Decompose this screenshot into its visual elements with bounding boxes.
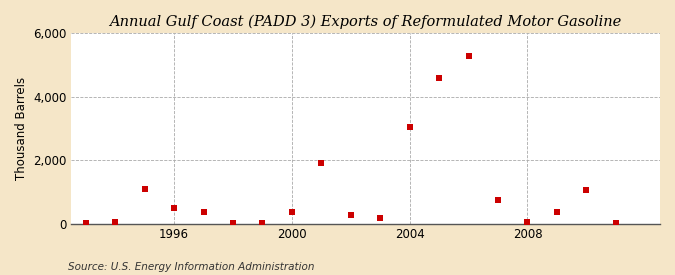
Title: Annual Gulf Coast (PADD 3) Exports of Reformulated Motor Gasoline: Annual Gulf Coast (PADD 3) Exports of Re… [109,15,622,29]
Point [80,221,91,226]
Point [610,221,621,226]
Point [139,186,150,191]
Point [110,220,121,224]
Point [522,220,533,224]
Point [286,210,297,215]
Point [375,216,385,220]
Point [198,210,209,215]
Point [346,213,356,217]
Point [493,198,504,202]
Point [227,221,238,225]
Point [404,125,415,129]
Y-axis label: Thousand Barrels: Thousand Barrels [15,77,28,180]
Point [257,221,268,225]
Point [581,188,592,192]
Point [316,161,327,166]
Point [434,76,445,80]
Point [169,205,180,210]
Point [551,210,562,215]
Text: Source: U.S. Energy Information Administration: Source: U.S. Energy Information Administ… [68,262,314,272]
Point [463,53,474,58]
